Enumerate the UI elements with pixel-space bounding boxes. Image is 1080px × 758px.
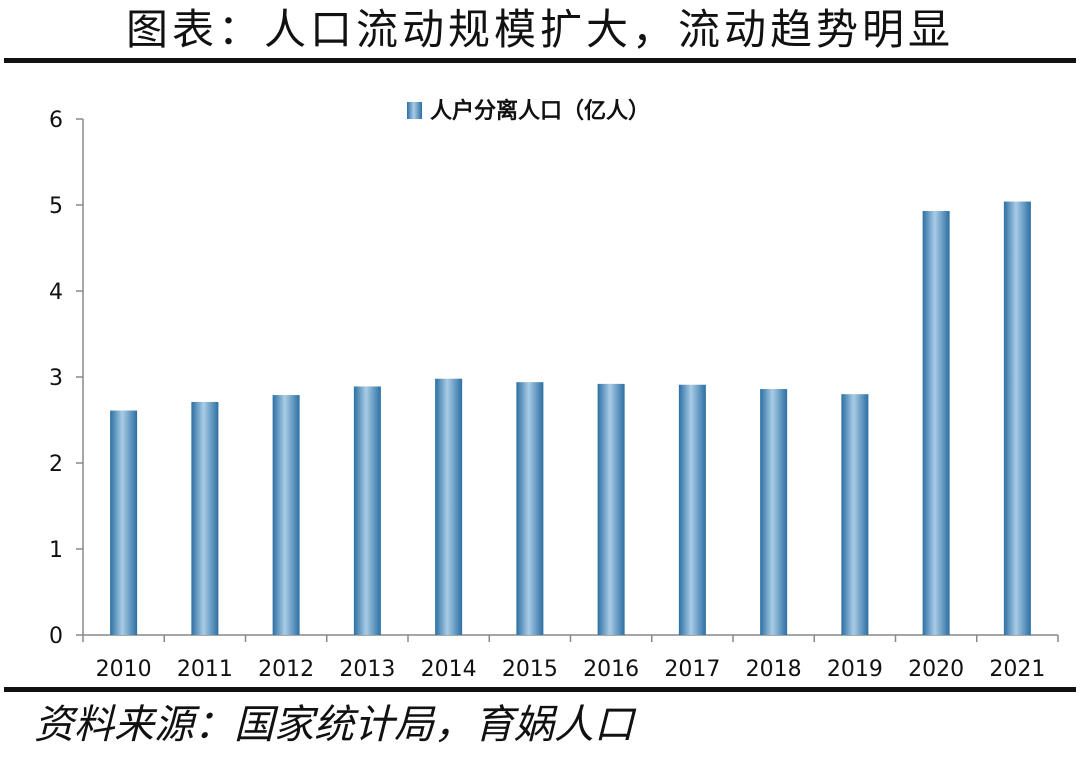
x-tick-label: 2017 xyxy=(664,657,720,682)
bar-2012 xyxy=(272,395,300,635)
y-tick-label: 2 xyxy=(49,452,63,477)
x-tick-label: 2021 xyxy=(989,657,1045,682)
bottom-rule xyxy=(4,687,1076,692)
y-tick-label: 4 xyxy=(49,280,63,305)
bar-2018 xyxy=(760,389,788,635)
legend-swatch xyxy=(407,102,422,119)
x-axis: 2010 2011 2012 2013 2014 2015 2016 2017 2018 2019… xyxy=(82,634,1059,682)
x-tick-label: 2016 xyxy=(583,657,639,682)
bar-2017 xyxy=(678,384,706,635)
source-note: 资料来源：国家统计局，育娲人口 xyxy=(34,702,634,748)
x-tick-label: 2011 xyxy=(177,657,233,682)
y-tick-label: 0 xyxy=(49,624,63,649)
bar-2021 xyxy=(1003,201,1031,635)
bar-2011 xyxy=(191,401,219,635)
bar-2020 xyxy=(922,211,950,635)
bar-2019 xyxy=(841,394,869,635)
x-tick-label: 2020 xyxy=(908,657,964,682)
bar-2013 xyxy=(353,386,381,635)
bar-2010 xyxy=(110,410,138,635)
x-tick-label: 2018 xyxy=(746,657,802,682)
y-tick-label: 5 xyxy=(49,194,63,219)
x-tick-label: 2012 xyxy=(258,657,314,682)
bar-2014 xyxy=(435,378,463,635)
top-rule xyxy=(4,58,1076,63)
legend: 人户分离人口（亿人） xyxy=(407,98,650,124)
legend-label: 人户分离人口（亿人） xyxy=(430,98,650,124)
bar-2015 xyxy=(516,382,544,635)
x-tick-label: 2019 xyxy=(827,657,883,682)
figure-title: 图表：人口流动规模扩大，流动趋势明显 xyxy=(125,5,954,54)
x-tick-label: 2010 xyxy=(96,657,152,682)
x-tick-label: 2014 xyxy=(421,657,477,682)
y-tick-label: 1 xyxy=(49,538,63,563)
y-axis: 0 1 2 3 4 5 6 xyxy=(49,108,84,649)
bar-2016 xyxy=(597,383,625,635)
x-tick-label: 2015 xyxy=(502,657,558,682)
y-tick-label: 6 xyxy=(49,108,63,133)
y-tick-label: 3 xyxy=(49,366,63,391)
x-tick-label: 2013 xyxy=(339,657,395,682)
bars xyxy=(110,201,1031,635)
